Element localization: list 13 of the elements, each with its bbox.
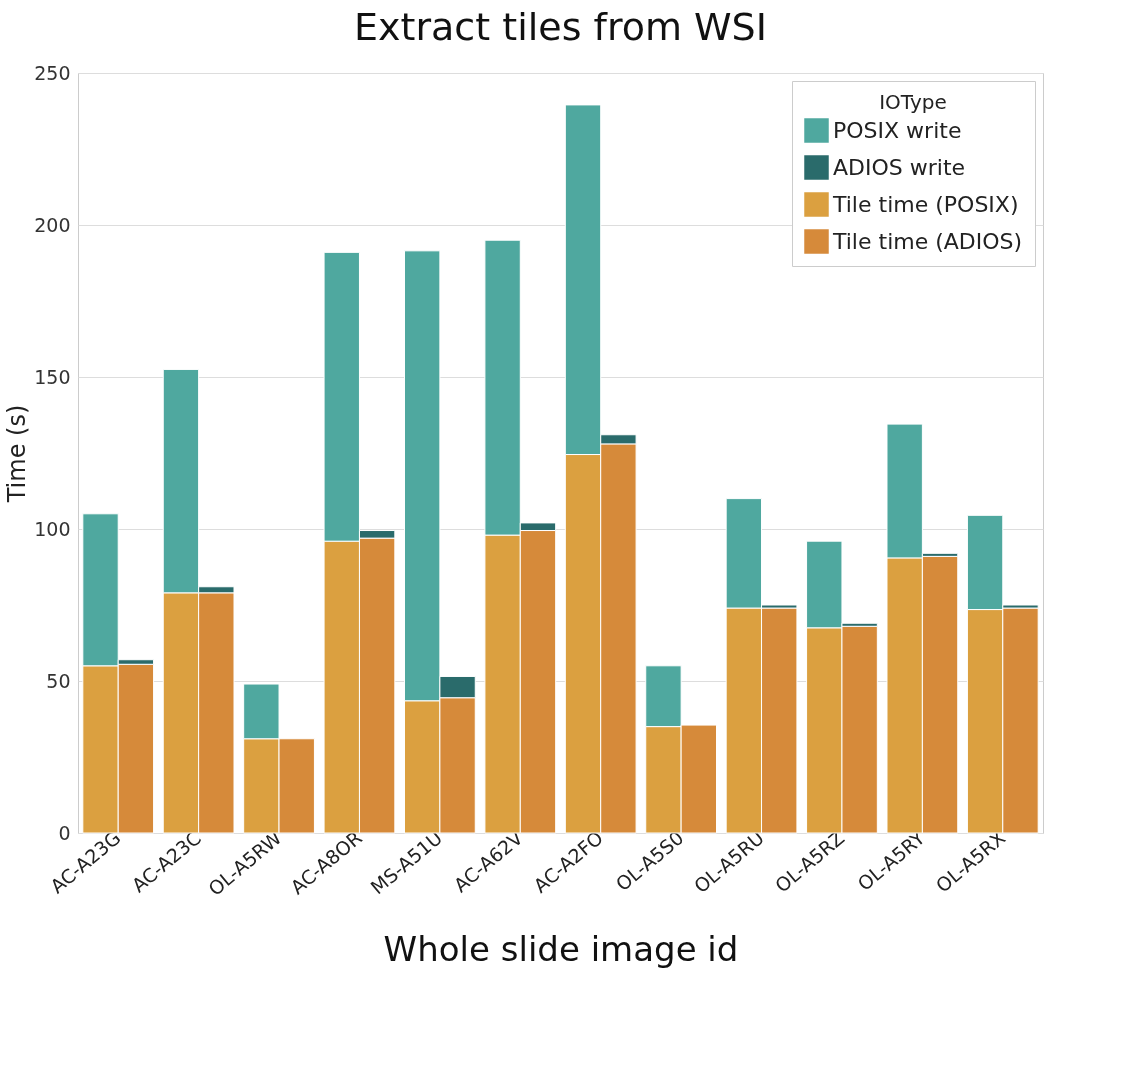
y-tick-label: 200 (34, 213, 71, 236)
y-tick-label: 250 (34, 61, 71, 84)
legend-label: Tile time (ADIOS) (832, 228, 1023, 254)
y-tick-label: 50 (46, 669, 71, 692)
y-tick-label: 100 (34, 517, 71, 540)
y-axis-title: Time (s) (3, 404, 32, 504)
legend-label: ADIOS write (833, 154, 966, 180)
chart-title: Extract tiles from WSI (354, 5, 767, 49)
legend-label: POSIX write (833, 117, 962, 143)
legend-title: IOType (879, 90, 947, 114)
x-axis-title: Whole slide image id (383, 928, 739, 969)
y-tick-label: 150 (34, 365, 71, 388)
legend-label: Tile time (POSIX) (832, 191, 1019, 217)
